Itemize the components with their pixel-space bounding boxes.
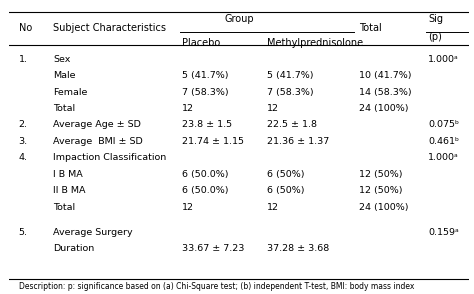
Text: (p): (p) (428, 32, 442, 42)
Text: 5 (41.7%): 5 (41.7%) (267, 71, 313, 80)
Text: Total: Total (53, 104, 75, 113)
Text: 7 (58.3%): 7 (58.3%) (267, 88, 314, 97)
Text: 6 (50%): 6 (50%) (267, 170, 304, 179)
Text: 10 (41.7%): 10 (41.7%) (359, 71, 411, 80)
Text: 37.28 ± 3.68: 37.28 ± 3.68 (267, 244, 329, 253)
Text: 12 (50%): 12 (50%) (359, 186, 402, 195)
Text: 21.36 ± 1.37: 21.36 ± 1.37 (267, 137, 329, 146)
Text: Average  BMI ± SD: Average BMI ± SD (53, 137, 143, 146)
Text: 3.: 3. (18, 137, 28, 146)
Text: 21.74 ± 1.15: 21.74 ± 1.15 (182, 137, 244, 146)
Text: 6 (50%): 6 (50%) (267, 186, 304, 195)
Text: Impaction Classification: Impaction Classification (53, 153, 166, 162)
Text: 5 (41.7%): 5 (41.7%) (182, 71, 228, 80)
Text: Description: p: significance based on (a) Chi-Square test; (b) independent T-tes: Description: p: significance based on (a… (18, 283, 414, 291)
Text: 2.: 2. (18, 121, 27, 129)
Text: 7 (58.3%): 7 (58.3%) (182, 88, 228, 97)
Text: Placebo: Placebo (182, 38, 220, 48)
Text: 24 (100%): 24 (100%) (359, 104, 409, 113)
Text: Sig: Sig (428, 14, 443, 24)
Text: 33.67 ± 7.23: 33.67 ± 7.23 (182, 244, 244, 253)
Text: 24 (100%): 24 (100%) (359, 203, 409, 212)
Text: Female: Female (53, 88, 88, 97)
Text: Methylprednisolone: Methylprednisolone (267, 38, 363, 48)
Text: 5.: 5. (18, 228, 27, 237)
Text: I B MA: I B MA (53, 170, 83, 179)
Text: Duration: Duration (53, 244, 94, 253)
Text: 4.: 4. (18, 153, 27, 162)
Text: 12 (50%): 12 (50%) (359, 170, 402, 179)
Text: No: No (18, 23, 32, 33)
Text: II B MA: II B MA (53, 186, 86, 195)
Text: Average Age ± SD: Average Age ± SD (53, 121, 141, 129)
Text: Subject Characteristics: Subject Characteristics (53, 23, 166, 33)
Text: 12: 12 (267, 203, 279, 212)
Text: Group: Group (225, 14, 254, 24)
Text: 1.000ᵃ: 1.000ᵃ (428, 153, 459, 162)
Text: 6 (50.0%): 6 (50.0%) (182, 186, 228, 195)
Text: Sex: Sex (53, 55, 71, 64)
Text: Male: Male (53, 71, 76, 80)
Text: 0.461ᵇ: 0.461ᵇ (428, 137, 459, 146)
Text: 12: 12 (182, 203, 194, 212)
Text: 6 (50.0%): 6 (50.0%) (182, 170, 228, 179)
Text: Total: Total (53, 203, 75, 212)
Text: 0.075ᵇ: 0.075ᵇ (428, 121, 459, 129)
Text: 0.159ᵃ: 0.159ᵃ (428, 228, 459, 237)
Text: Total: Total (359, 23, 382, 33)
Text: 22.5 ± 1.8: 22.5 ± 1.8 (267, 121, 317, 129)
Text: 1.: 1. (18, 55, 27, 64)
Text: 14 (58.3%): 14 (58.3%) (359, 88, 411, 97)
Text: 1.000ᵃ: 1.000ᵃ (428, 55, 459, 64)
Text: 12: 12 (267, 104, 279, 113)
Text: 23.8 ± 1.5: 23.8 ± 1.5 (182, 121, 232, 129)
Text: 12: 12 (182, 104, 194, 113)
Text: Average Surgery: Average Surgery (53, 228, 133, 237)
